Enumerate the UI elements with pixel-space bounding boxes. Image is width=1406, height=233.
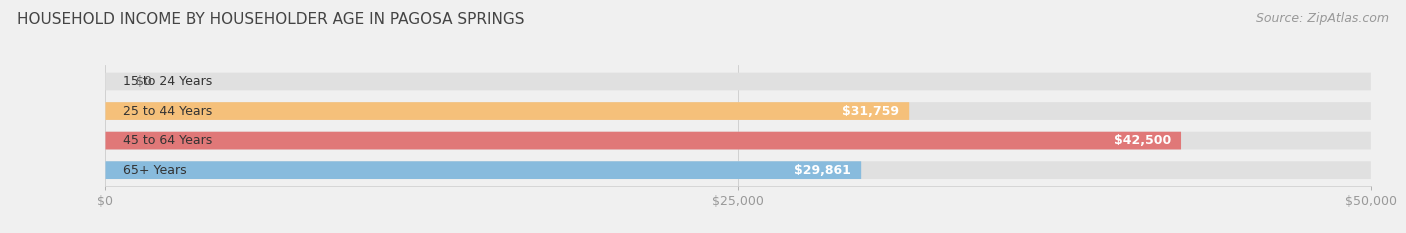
Text: 45 to 64 Years: 45 to 64 Years	[124, 134, 212, 147]
Text: 15 to 24 Years: 15 to 24 Years	[124, 75, 212, 88]
FancyBboxPatch shape	[105, 132, 1181, 149]
Text: 25 to 44 Years: 25 to 44 Years	[124, 105, 212, 117]
FancyBboxPatch shape	[105, 102, 910, 120]
Text: $0: $0	[136, 75, 152, 88]
FancyBboxPatch shape	[105, 161, 1371, 179]
Text: $42,500: $42,500	[1114, 134, 1171, 147]
Text: HOUSEHOLD INCOME BY HOUSEHOLDER AGE IN PAGOSA SPRINGS: HOUSEHOLD INCOME BY HOUSEHOLDER AGE IN P…	[17, 12, 524, 27]
Text: 65+ Years: 65+ Years	[124, 164, 187, 177]
FancyBboxPatch shape	[105, 73, 1371, 90]
Text: Source: ZipAtlas.com: Source: ZipAtlas.com	[1256, 12, 1389, 25]
Text: $31,759: $31,759	[842, 105, 898, 117]
FancyBboxPatch shape	[105, 132, 1371, 149]
FancyBboxPatch shape	[105, 102, 1371, 120]
Text: $29,861: $29,861	[794, 164, 851, 177]
FancyBboxPatch shape	[105, 161, 860, 179]
